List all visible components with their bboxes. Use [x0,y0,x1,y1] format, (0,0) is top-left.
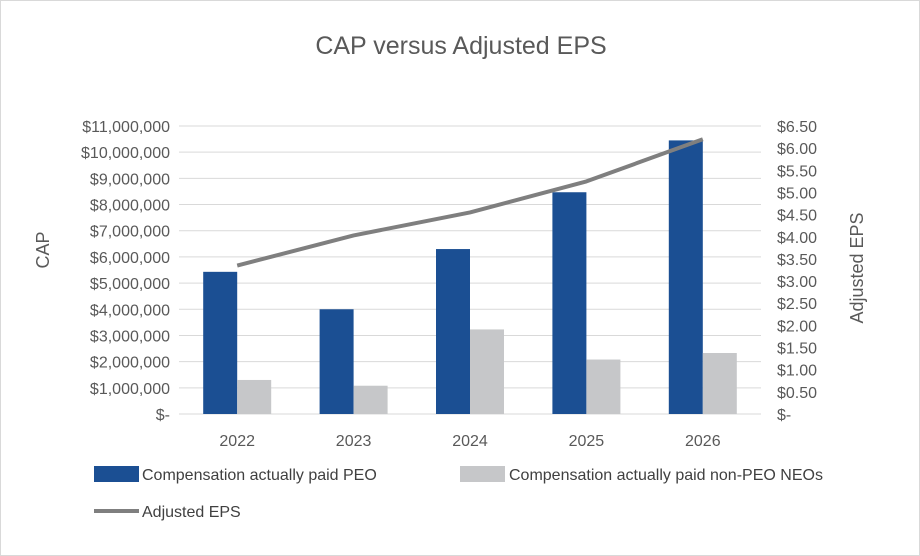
legend-label-eps: Adjusted EPS [142,504,241,521]
bar-peo [436,249,470,414]
right-tick-label: $2.50 [777,296,817,313]
right-tick-label: $- [777,407,791,424]
x-axis-ticks: 2022 2023 2024 2025 2026 [219,433,720,450]
legend-label-non-peo: Compensation actually paid non-PEO NEOs [509,467,823,484]
right-tick-label: $5.00 [777,185,817,202]
right-tick-label: $3.00 [777,274,817,291]
legend-label-peo: Compensation actually paid PEO [142,467,377,484]
left-tick-label: $1,000,000 [90,381,170,398]
bar-non-peo [353,385,388,414]
bar-peo [203,271,238,414]
x-tick-label: 2023 [336,433,372,450]
right-tick-label: $6.00 [777,141,817,158]
left-tick-label: $2,000,000 [90,355,170,372]
legend: Compensation actually paid PEO Compensati… [94,466,823,521]
left-tick-label: $4,000,000 [90,302,170,319]
right-tick-label: $1.50 [777,341,817,358]
left-tick-label: $7,000,000 [90,224,170,241]
bar-non-peo [702,352,737,414]
bar-non-peo [237,379,272,414]
left-axis-title: CAP [33,231,53,268]
bar-non-peo [470,329,504,414]
bar-peo [319,309,354,414]
legend-swatch-non-peo [460,466,505,482]
left-axis-ticks: $- $1,000,000 $2,000,000 $3,000,000 $4,000,0… [81,119,170,424]
x-tick-label: 2022 [219,433,255,450]
right-tick-label: $2.00 [777,318,817,335]
right-tick-label: $4.00 [777,230,817,247]
eps-line [236,137,704,268]
bars [203,140,737,414]
left-tick-label: $9,000,000 [90,171,170,188]
eps-line-path [236,137,704,268]
right-axis-ticks: $- $0.50 $1.00 $1.50 $2.00 $2.50 $3.00 $3.50 $4.… [777,119,817,424]
right-axis-title: Adjusted EPS [847,212,867,323]
right-tick-label: $1.00 [777,363,817,380]
legend-swatch-peo [94,466,139,482]
right-tick-label: $5.50 [777,163,817,180]
left-tick-label: $10,000,000 [81,145,170,162]
left-tick-label: $6,000,000 [90,250,170,267]
x-tick-label: 2026 [685,433,721,450]
chart-title: CAP versus Adjusted EPS [315,32,606,60]
left-tick-label: $- [156,407,170,424]
right-tick-label: $4.50 [777,208,817,225]
left-tick-label: $3,000,000 [90,328,170,345]
x-tick-label: 2024 [452,433,488,450]
right-tick-label: $0.50 [777,385,817,402]
x-tick-label: 2025 [569,433,605,450]
bar-peo [668,140,703,414]
left-tick-label: $8,000,000 [90,198,170,215]
right-tick-label: $3.50 [777,252,817,269]
left-tick-label: $5,000,000 [90,276,170,293]
bar-non-peo [586,359,621,414]
bar-peo [552,192,587,414]
right-tick-label: $6.50 [777,119,817,136]
left-tick-label: $11,000,000 [82,119,170,136]
